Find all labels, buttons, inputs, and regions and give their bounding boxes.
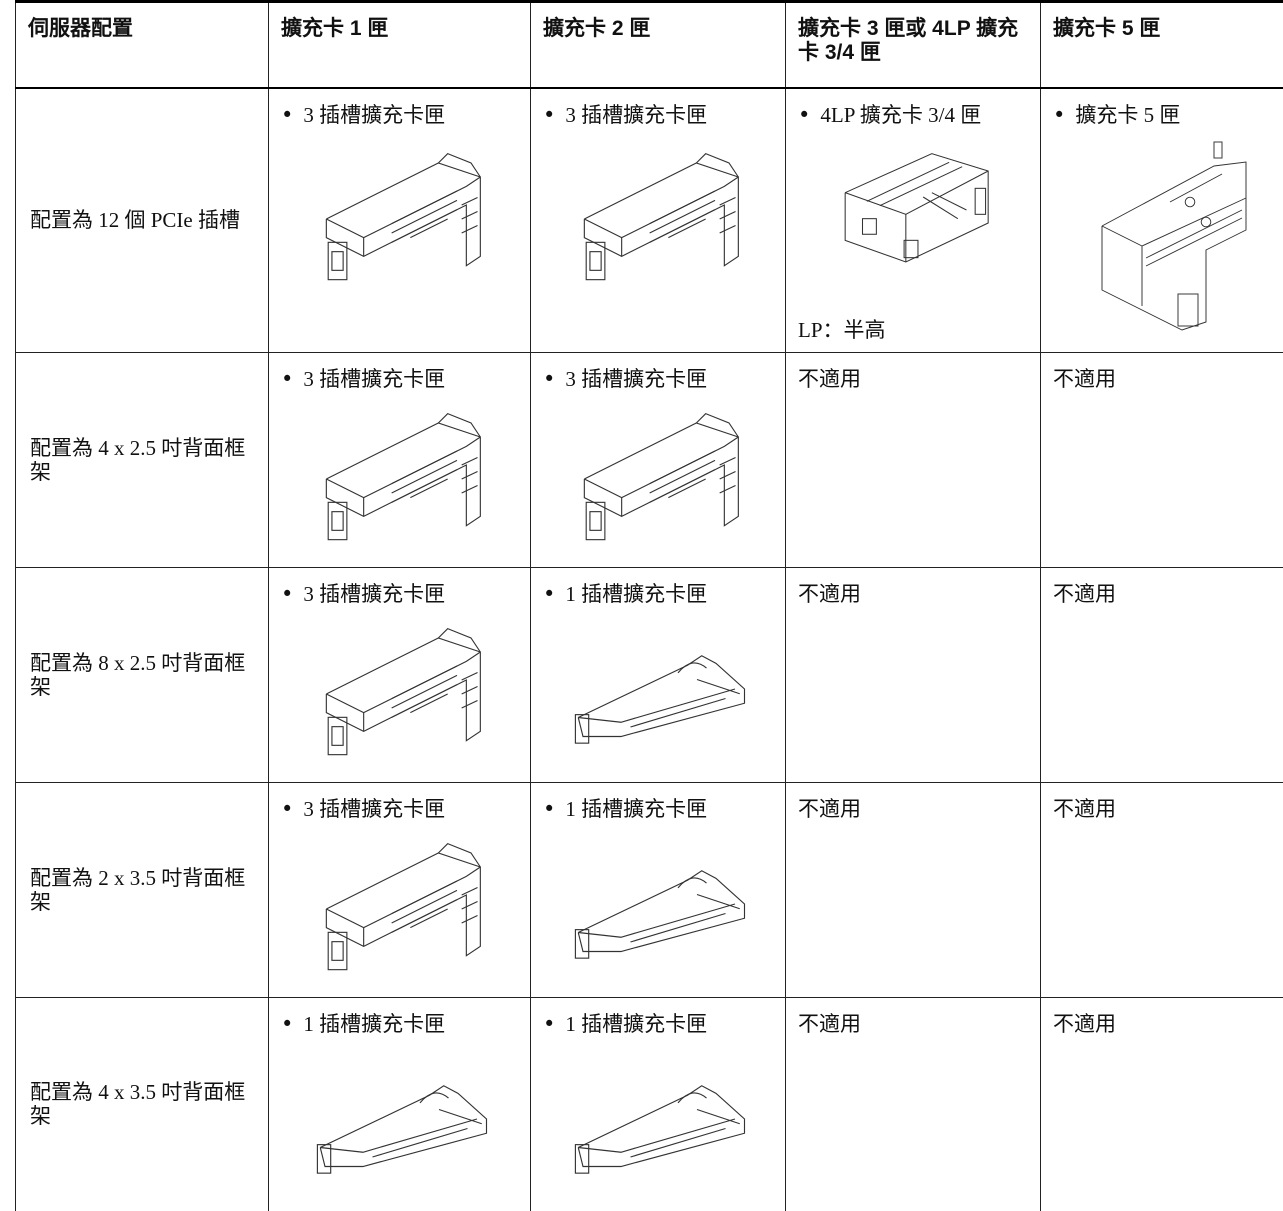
header-cell: 擴充卡 1 匣	[268, 0, 531, 89]
cell: 3 插槽擴充卡匣	[268, 567, 531, 783]
item: 3 插槽擴充卡匣	[281, 367, 520, 391]
cell-text: 不適用	[798, 797, 861, 821]
header-cell: 擴充卡 2 匣	[530, 0, 786, 89]
cell: 3 插槽擴充卡匣	[530, 352, 786, 568]
cell: 1 插槽擴充卡匣	[530, 782, 786, 998]
item: 4LP 擴充卡 3/4 匣	[798, 103, 1030, 127]
cell: 不適用	[1040, 352, 1283, 568]
cell: 不適用	[1040, 997, 1283, 1211]
riser-image	[827, 145, 1002, 275]
riser-image	[564, 149, 754, 289]
cell: 4LP 擴充卡 3/4 匣 LP：半高	[785, 87, 1041, 353]
cell: 不適用	[785, 352, 1041, 568]
config-text: 配置為 8 x 2.5 吋背面框架	[30, 651, 246, 699]
item: 3 插槽擴充卡匣	[543, 103, 775, 127]
config-text: 配置為 2 x 3.5 吋背面框架	[30, 866, 246, 914]
config: 配置為 2 x 3.5 吋背面框架	[15, 782, 269, 998]
row: 配置為 12 個 PCIe 插槽 3 插槽擴充卡匣 3 插槽擴充卡匣 4LP 擴…	[15, 87, 1283, 353]
cell: 3 插槽擴充卡匣	[530, 87, 786, 353]
config-text: 配置為 4 x 3.5 吋背面框架	[30, 1080, 246, 1129]
item: 1 插槽擴充卡匣	[281, 1012, 520, 1036]
row: 配置為 8 x 2.5 吋背面框架 3 插槽擴充卡匣 1 插槽擴充卡匣 不適用 …	[15, 567, 1283, 783]
row: 配置為 2 x 3.5 吋背面框架 3 插槽擴充卡匣 1 插槽擴充卡匣 不適用 …	[15, 782, 1283, 998]
item: 1 插槽擴充卡匣	[543, 582, 775, 606]
riser-image	[306, 1076, 496, 1181]
row: 配置為 4 x 2.5 吋背面框架 3 插槽擴充卡匣 3 插槽擴充卡匣 不適用 …	[15, 352, 1283, 568]
item: 1 插槽擴充卡匣	[543, 797, 775, 821]
cell: 擴充卡 5 匣	[1040, 87, 1283, 353]
config-text: 配置為 12 個 PCIe 插槽	[30, 208, 240, 233]
cell: 不適用	[1040, 567, 1283, 783]
header-cell: 擴充卡 5 匣	[1040, 0, 1283, 89]
cell: 3 插槽擴充卡匣	[268, 352, 531, 568]
cell: 不適用	[785, 997, 1041, 1211]
item: 3 插槽擴充卡匣	[281, 103, 520, 127]
item: 3 插槽擴充卡匣	[543, 367, 775, 391]
config: 配置為 4 x 3.5 吋背面框架	[15, 997, 269, 1211]
riser-image	[1094, 133, 1254, 343]
config: 配置為 8 x 2.5 吋背面框架	[15, 567, 269, 783]
note: LP：半高	[798, 318, 886, 342]
cell: 不適用	[785, 567, 1041, 783]
header-cell: 伺服器配置	[15, 0, 269, 89]
cell: 3 插槽擴充卡匣	[268, 87, 531, 353]
cell-text: 不適用	[798, 367, 861, 391]
cell-text: 不適用	[798, 582, 861, 606]
row: 配置為 4 x 3.5 吋背面框架 1 插槽擴充卡匣 1 插槽擴充卡匣 不適用 …	[15, 997, 1283, 1211]
cell-text: 不適用	[798, 1012, 861, 1036]
item: 3 插槽擴充卡匣	[281, 582, 520, 606]
config: 配置為 12 個 PCIe 插槽	[15, 87, 269, 353]
cell: 1 插槽擴充卡匣	[530, 567, 786, 783]
cell-text: 不適用	[1053, 797, 1116, 821]
riser-image	[306, 839, 496, 979]
cell-text: 不適用	[1053, 367, 1116, 391]
header-row: 伺服器配置 擴充卡 1 匣 擴充卡 2 匣 擴充卡 3 匣或 4LP 擴充卡 3…	[15, 0, 1283, 89]
riser-image	[564, 646, 754, 751]
riser-image	[306, 624, 496, 764]
item: 擴充卡 5 匣	[1053, 103, 1283, 127]
config: 配置為 4 x 2.5 吋背面框架	[15, 352, 269, 568]
cell-text: 不適用	[1053, 1012, 1116, 1036]
config-text: 配置為 4 x 2.5 吋背面框架	[30, 436, 246, 484]
cell: 不適用	[1040, 782, 1283, 998]
cell: 1 插槽擴充卡匣	[530, 997, 786, 1211]
cell: 3 插槽擴充卡匣	[268, 782, 531, 998]
riser-image	[564, 861, 754, 966]
riser-image	[564, 1076, 754, 1181]
item: 1 插槽擴充卡匣	[543, 1012, 775, 1036]
cell: 不適用	[785, 782, 1041, 998]
header-cell: 擴充卡 3 匣或 4LP 擴充卡 3/4 匣	[785, 0, 1041, 89]
riser-table: 伺服器配置 擴充卡 1 匣 擴充卡 2 匣 擴充卡 3 匣或 4LP 擴充卡 3…	[15, 0, 1283, 1211]
cell-text: 不適用	[1053, 582, 1116, 606]
cell: 1 插槽擴充卡匣	[268, 997, 531, 1211]
riser-image	[306, 409, 496, 549]
riser-image	[564, 409, 754, 549]
riser-image	[306, 149, 496, 289]
item: 3 插槽擴充卡匣	[281, 797, 520, 821]
